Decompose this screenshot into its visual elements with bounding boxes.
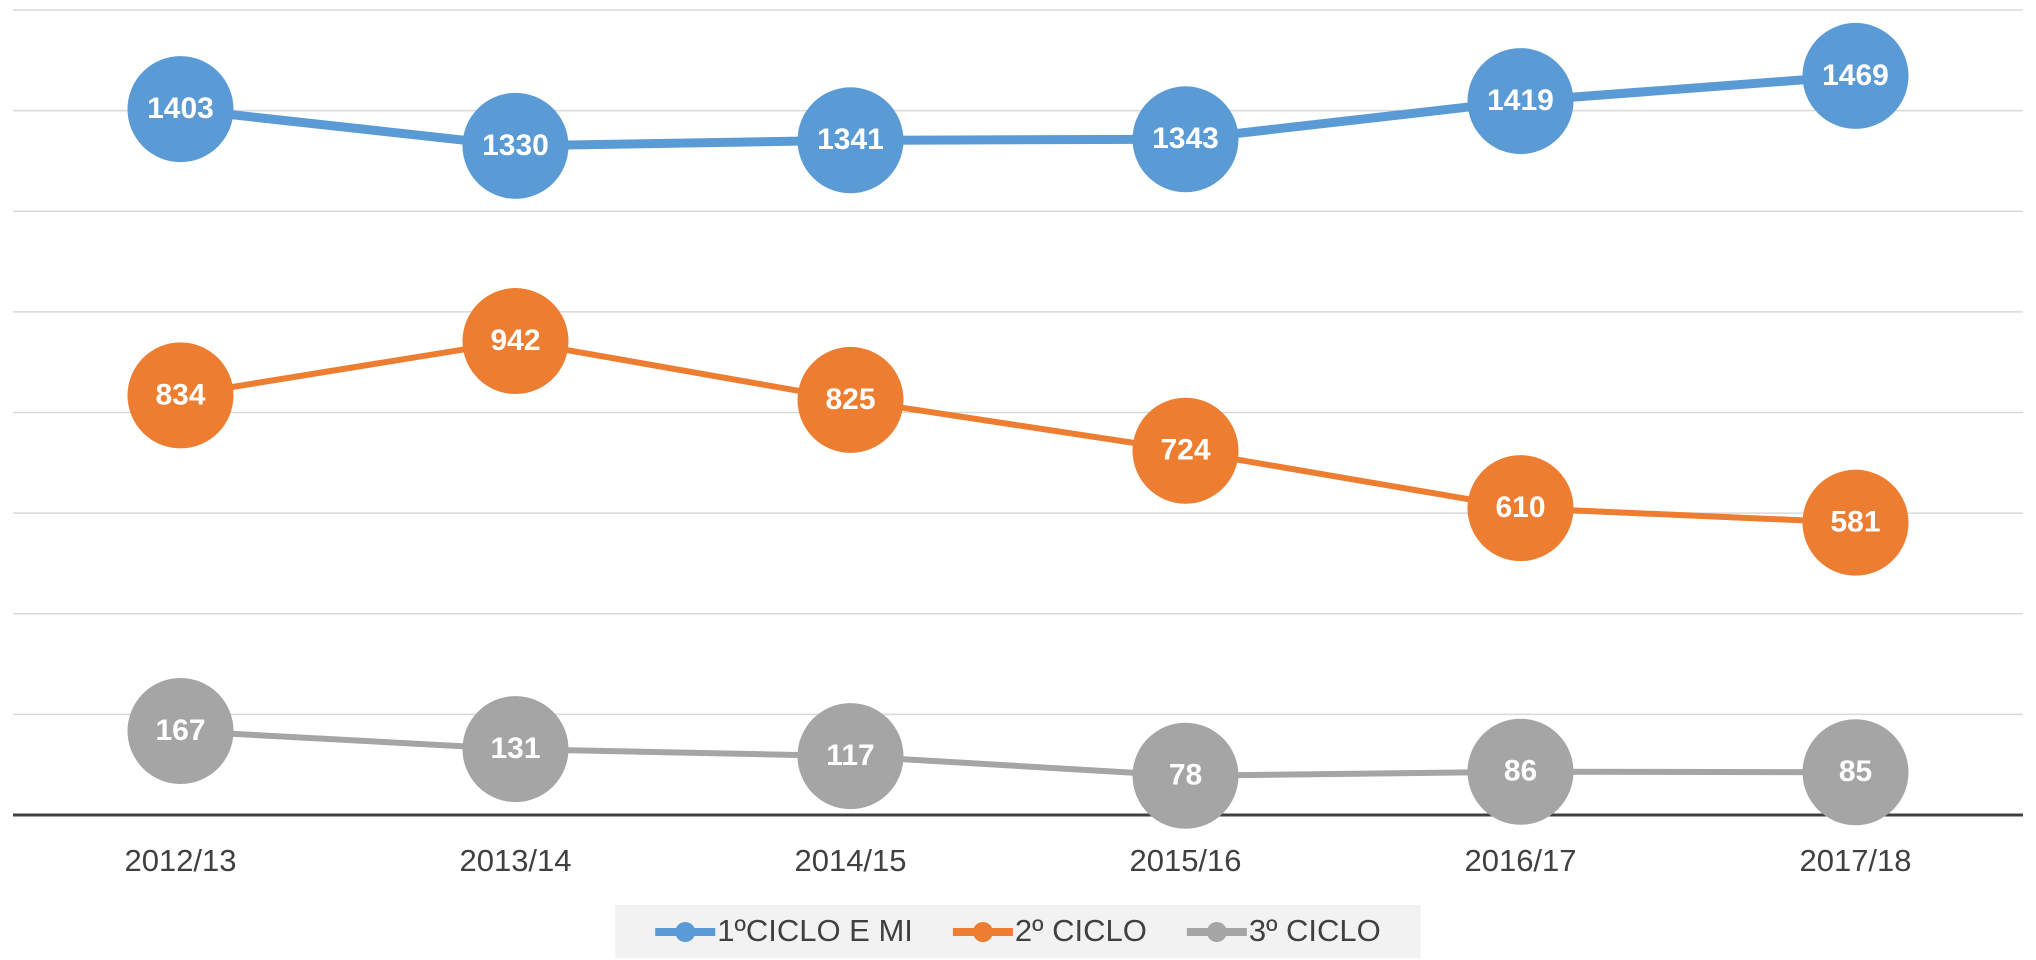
data-point bbox=[1802, 22, 1909, 129]
data-point bbox=[797, 346, 904, 453]
data-point bbox=[127, 56, 234, 163]
data-label: 86 bbox=[1504, 755, 1537, 788]
x-tick-label: 2015/16 bbox=[1129, 843, 1241, 878]
series-line bbox=[180, 338, 1856, 526]
data-point bbox=[1467, 48, 1574, 155]
data-point bbox=[127, 342, 234, 449]
x-tick-label: 2012/13 bbox=[124, 843, 236, 878]
data-point bbox=[127, 677, 234, 784]
legend-marker bbox=[972, 922, 993, 942]
data-point bbox=[797, 87, 904, 194]
data-label: 942 bbox=[490, 324, 540, 357]
data-label: 1343 bbox=[1152, 122, 1219, 155]
data-label: 825 bbox=[825, 383, 875, 416]
data-label: 581 bbox=[1830, 506, 1880, 539]
data-label: 1469 bbox=[1822, 59, 1889, 92]
data-label: 1341 bbox=[817, 123, 884, 156]
legend: 1ºCICLO E MI 2º CICLO 3º CICLO bbox=[655, 913, 1381, 948]
data-point bbox=[1132, 397, 1239, 504]
data-label: 117 bbox=[826, 739, 874, 772]
data-point bbox=[1802, 719, 1909, 826]
x-tick-label: 2013/14 bbox=[459, 843, 571, 878]
data-label: 610 bbox=[1495, 491, 1545, 524]
data-point bbox=[1802, 469, 1909, 576]
data-label: 1403 bbox=[147, 92, 214, 125]
data-point bbox=[1132, 722, 1239, 829]
series-line bbox=[180, 727, 1856, 779]
data-label: 1330 bbox=[482, 129, 549, 162]
data-point bbox=[462, 92, 569, 199]
x-tick-label: 2014/15 bbox=[794, 843, 906, 878]
data-point bbox=[1132, 86, 1239, 193]
legend-label: 3º CICLO bbox=[1249, 913, 1381, 948]
legend-marker bbox=[675, 922, 696, 942]
legend-box bbox=[615, 905, 1421, 958]
data-point bbox=[462, 288, 569, 395]
x-tick-label: 2016/17 bbox=[1464, 843, 1576, 878]
x-tick-label: 2017/18 bbox=[1799, 843, 1911, 878]
data-label: 78 bbox=[1169, 759, 1202, 792]
data-label: 834 bbox=[155, 378, 205, 411]
legend-label: 1ºCICLO E MI bbox=[717, 913, 913, 948]
data-point bbox=[1467, 455, 1574, 562]
data-point bbox=[797, 703, 904, 810]
legend-label: 2º CICLO bbox=[1015, 913, 1147, 948]
data-point bbox=[462, 696, 569, 803]
data-label: 85 bbox=[1839, 755, 1872, 788]
data-label: 131 bbox=[490, 732, 540, 765]
data-label: 724 bbox=[1160, 434, 1210, 467]
legend-marker bbox=[1206, 922, 1227, 942]
data-label: 1419 bbox=[1487, 84, 1554, 117]
data-point bbox=[1467, 718, 1574, 825]
data-label: 167 bbox=[155, 714, 205, 747]
series-line bbox=[180, 71, 1856, 151]
